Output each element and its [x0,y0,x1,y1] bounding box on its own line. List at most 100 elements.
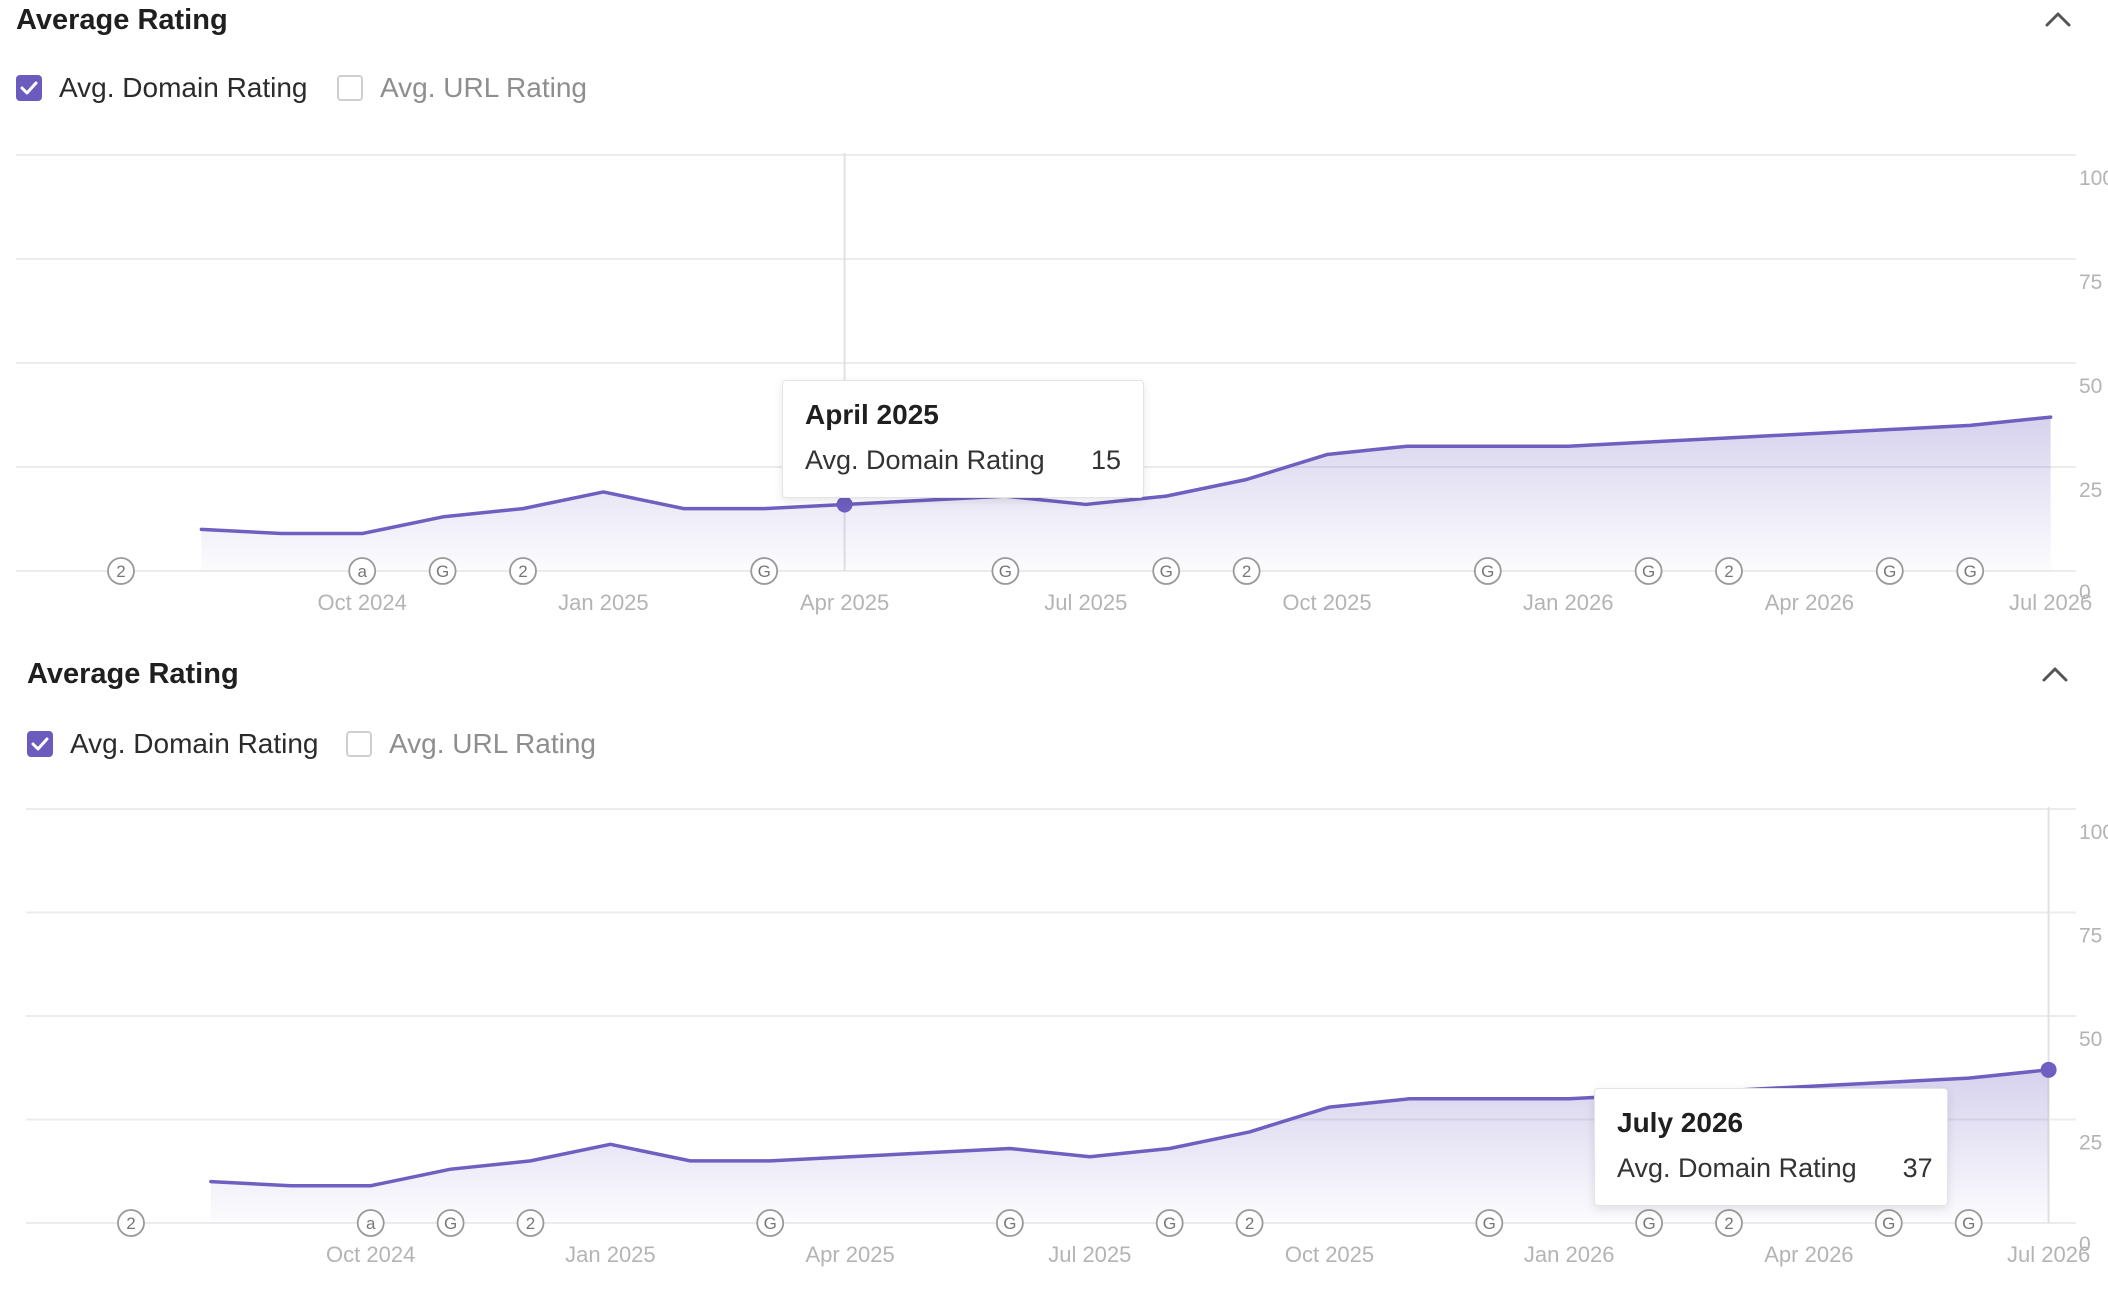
data-point[interactable] [1403,442,1411,450]
annotation-marker[interactable]: G [1635,1209,1663,1237]
data-point[interactable] [760,505,768,513]
data-point[interactable] [278,530,286,538]
data-point[interactable] [1006,1144,1014,1152]
annotation-marker[interactable]: G [996,1209,1024,1237]
annotation-marker[interactable]: G [991,557,1020,585]
data-point[interactable] [1805,430,1813,438]
data-point[interactable] [680,505,688,513]
data-point[interactable] [1966,421,1974,429]
annotation-marker-label: G [1962,1214,1975,1233]
annotation-marker-label: G [999,562,1012,581]
annotation-marker[interactable]: G [1155,1209,1184,1237]
data-point[interactable] [527,1157,535,1165]
x-tick-label: Jul 2026 [2007,1242,2090,1267]
annotation-marker[interactable]: 2 [1715,557,1743,585]
legend-item-domain-rating[interactable]: Avg. Domain Rating [16,72,308,104]
data-point[interactable] [1246,1128,1254,1136]
data-point[interactable] [447,1165,455,1173]
x-tick-label: Jul 2026 [2009,590,2092,615]
data-point[interactable] [1565,1095,1573,1103]
x-tick-label: Apr 2026 [1764,1242,1853,1267]
data-point[interactable] [1326,1103,1334,1111]
tooltip-value: 15 [1090,445,1121,475]
tooltip-value: 37 [1902,1153,1933,1183]
panel-title: Average Rating [27,658,239,690]
checkmark-icon [20,81,38,95]
annotation-marker[interactable]: G [1956,557,1985,585]
annotation-marker-label: G [1883,562,1896,581]
checkbox-domain-rating[interactable] [16,75,42,101]
data-point[interactable] [1166,1144,1174,1152]
annotation-marker[interactable]: 2 [1232,557,1261,585]
data-point[interactable] [367,1182,375,1190]
x-tick-label: Apr 2025 [800,590,889,615]
legend-item-url-rating[interactable]: Avg. URL Rating [346,728,596,760]
series-line [199,415,2053,536]
data-point[interactable] [1885,1078,1893,1086]
annotation-marker[interactable]: G [1475,1209,1504,1237]
annotation-marker[interactable]: G [1634,557,1663,585]
annotation-marker[interactable]: G [1152,557,1181,585]
data-point[interactable] [1484,442,1492,450]
annotation-marker[interactable]: 2 [117,1209,145,1237]
legend-item-url-rating[interactable]: Avg. URL Rating [337,72,587,104]
highlighted-data-point[interactable] [2040,1061,2057,1078]
data-point[interactable] [766,1157,774,1165]
data-point[interactable] [1162,492,1170,500]
annotation-marker[interactable]: 2 [516,1209,545,1237]
data-point[interactable] [1323,451,1331,459]
checkbox-url-rating[interactable] [346,731,372,757]
annotation-marker-label: G [1163,1214,1176,1233]
annotation-marker[interactable]: 2 [1715,1209,1743,1237]
data-point[interactable] [1405,1095,1413,1103]
annotation-marker[interactable]: a [348,557,377,585]
data-point[interactable] [519,505,527,513]
data-point[interactable] [439,513,447,521]
legend-label: Avg. Domain Rating [59,72,308,103]
annotation-marker[interactable]: 2 [1235,1209,1264,1237]
data-point[interactable] [686,1157,694,1165]
data-point[interactable] [207,1178,215,1186]
checkbox-url-rating[interactable] [337,75,363,101]
data-point[interactable] [1243,475,1251,483]
data-point[interactable] [606,1140,614,1148]
annotation-marker[interactable]: G [1954,1209,1983,1237]
annotation-marker[interactable]: G [1874,1209,1903,1237]
data-point[interactable] [599,488,607,496]
highlighted-data-point[interactable] [836,496,853,513]
data-point[interactable] [1886,426,1894,434]
data-point[interactable] [358,530,366,538]
tooltip-series-label: Avg. Domain Rating [1617,1153,1857,1183]
chevron-up-icon[interactable] [2040,664,2070,684]
data-point[interactable] [926,1149,934,1157]
annotation-marker[interactable]: G [428,557,457,585]
chevron-up-icon[interactable] [2043,9,2073,29]
data-point[interactable] [1086,1153,1094,1161]
data-point[interactable] [197,525,205,533]
annotation-marker[interactable]: G [1875,557,1904,585]
data-point[interactable] [1965,1074,1973,1082]
data-point[interactable] [2047,413,2055,421]
annotation-marker-label: G [764,1214,777,1233]
series-area [210,1069,2049,1223]
data-point[interactable] [1645,438,1653,446]
annotation-marker[interactable]: G [1473,557,1502,585]
data-point[interactable] [1564,442,1572,450]
data-point[interactable] [1485,1095,1493,1103]
legend-item-domain-rating[interactable]: Avg. Domain Rating [27,728,319,760]
annotation-marker[interactable]: 2 [107,557,135,585]
chart-panel-2: Average Rating Avg. Domain Rating Avg. U… [0,648,2108,1296]
data-point[interactable] [846,1153,854,1161]
x-tick-label: Jan 2026 [1523,590,1614,615]
annotation-marker[interactable]: 2 [509,557,537,585]
data-point[interactable] [1725,434,1733,442]
annotation-marker-label: a [366,1214,376,1233]
annotation-marker[interactable]: G [756,1209,785,1237]
data-point[interactable] [1082,500,1090,508]
data-point[interactable] [287,1182,295,1190]
annotation-marker[interactable]: G [436,1209,465,1237]
checkbox-domain-rating[interactable] [27,731,53,757]
annotation-marker[interactable]: a [356,1209,385,1237]
annotation-marker-label: 2 [116,562,125,581]
annotation-marker[interactable]: G [750,557,779,585]
